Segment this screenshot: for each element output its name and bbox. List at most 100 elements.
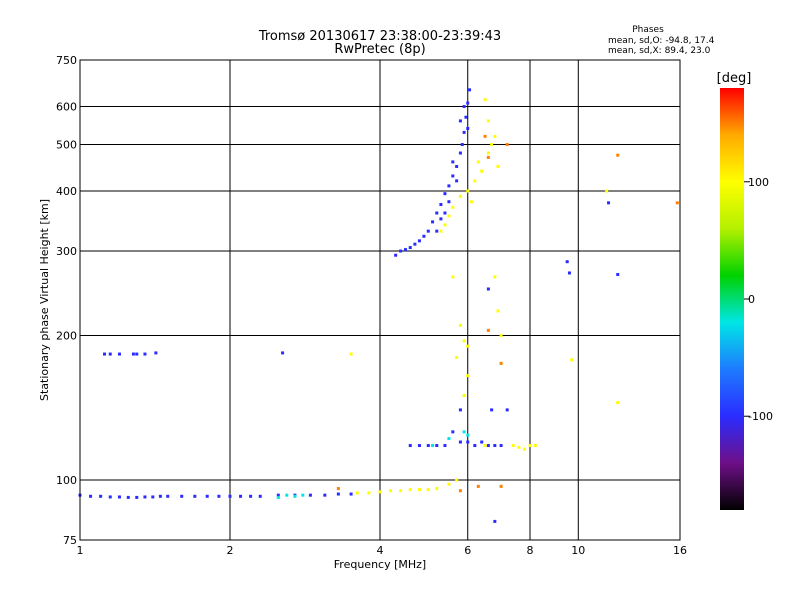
data-point	[403, 248, 407, 252]
data-point	[486, 119, 490, 123]
colorbar-tick-label: 100	[748, 176, 769, 189]
data-point	[486, 328, 490, 332]
data-point	[435, 229, 439, 233]
x-tick-label: 10	[571, 544, 585, 557]
data-point	[217, 494, 221, 498]
data-point	[435, 211, 439, 215]
data-point	[435, 444, 439, 448]
data-point	[458, 408, 462, 412]
data-point	[468, 88, 472, 92]
data-point	[462, 430, 466, 434]
x-tick-label: 8	[527, 544, 534, 557]
data-point	[435, 487, 439, 491]
data-point	[258, 494, 262, 498]
data-point	[466, 101, 470, 105]
data-point	[458, 151, 462, 155]
data-point	[533, 444, 537, 448]
data-point	[417, 488, 421, 492]
data-point	[389, 489, 393, 493]
data-point	[493, 134, 497, 138]
data-point	[443, 444, 447, 448]
data-point	[378, 490, 382, 494]
data-point	[480, 169, 484, 173]
data-point	[426, 488, 430, 492]
data-point	[511, 444, 515, 448]
x-tick-label: 6	[464, 544, 471, 557]
chart-title: Tromsø 20130617 23:38:00-23:39:43	[258, 29, 501, 44]
data-point	[451, 430, 455, 434]
data-point	[166, 494, 170, 498]
data-point	[499, 334, 503, 338]
data-point	[413, 242, 417, 246]
data-point	[476, 484, 480, 488]
data-point	[193, 494, 197, 498]
data-point	[570, 358, 574, 362]
data-point	[455, 478, 459, 482]
data-point	[447, 184, 451, 188]
y-axis-label: Stationary phase Virtual Height [km]	[38, 199, 51, 401]
y-tick-labels: 750 600 500 400 300 200 100 75	[56, 54, 77, 547]
data-point	[276, 493, 280, 497]
data-point	[486, 287, 490, 291]
y-tick-label: 600	[56, 101, 77, 114]
data-point	[447, 200, 451, 204]
y-tick-label: 400	[56, 185, 77, 198]
data-point	[443, 192, 447, 196]
data-point	[466, 344, 470, 348]
data-point	[117, 352, 121, 356]
data-point	[605, 189, 609, 193]
data-point	[143, 352, 147, 356]
data-point	[616, 401, 620, 405]
y-tick-label: 300	[56, 245, 77, 258]
data-point	[367, 491, 371, 495]
data-point	[565, 260, 569, 264]
colorbar-tick-label: -100	[748, 410, 773, 423]
data-point	[99, 494, 103, 498]
data-point	[439, 229, 443, 233]
colorbar-tick-label: 0	[748, 293, 755, 306]
phases-line-x: mean, sd,X: 89.4, 23.0	[608, 46, 711, 56]
data-point	[349, 492, 353, 496]
data-point	[285, 493, 289, 497]
y-tick-label: 500	[56, 139, 77, 152]
data-point	[493, 275, 497, 279]
data-point	[476, 160, 480, 164]
data-point	[483, 98, 487, 102]
data-point	[462, 105, 466, 109]
data-point	[323, 493, 327, 497]
data-point	[458, 440, 462, 444]
data-point	[460, 143, 464, 147]
data-point	[616, 273, 620, 277]
data-point	[451, 174, 455, 178]
data-point	[408, 246, 412, 250]
data-point	[493, 519, 497, 523]
data-point	[466, 433, 470, 437]
data-point	[505, 408, 509, 412]
data-point	[431, 220, 435, 224]
data-point	[499, 444, 503, 448]
chart-subtitle: RwPretec (8p)	[334, 42, 425, 57]
grid-lines	[80, 60, 680, 540]
x-axis-label: Frequency [MHz]	[334, 558, 426, 571]
data-point	[408, 488, 412, 492]
x-tick-label: 1	[77, 544, 84, 557]
data-point	[336, 487, 340, 491]
data-point	[135, 352, 139, 356]
data-point	[131, 352, 135, 356]
x-tick-label: 16	[673, 544, 687, 557]
data-point	[228, 494, 232, 498]
data-point	[108, 495, 112, 499]
data-point	[675, 201, 679, 205]
data-point	[493, 444, 497, 448]
data-point	[205, 494, 209, 498]
data-point	[496, 309, 500, 313]
data-point	[308, 493, 312, 497]
data-point	[490, 408, 494, 412]
data-point	[567, 271, 571, 275]
data-point	[458, 489, 462, 493]
y-tick-label: 750	[56, 54, 77, 67]
data-point	[469, 200, 473, 204]
data-point	[462, 130, 466, 134]
data-point	[439, 202, 443, 206]
data-point	[108, 352, 112, 356]
